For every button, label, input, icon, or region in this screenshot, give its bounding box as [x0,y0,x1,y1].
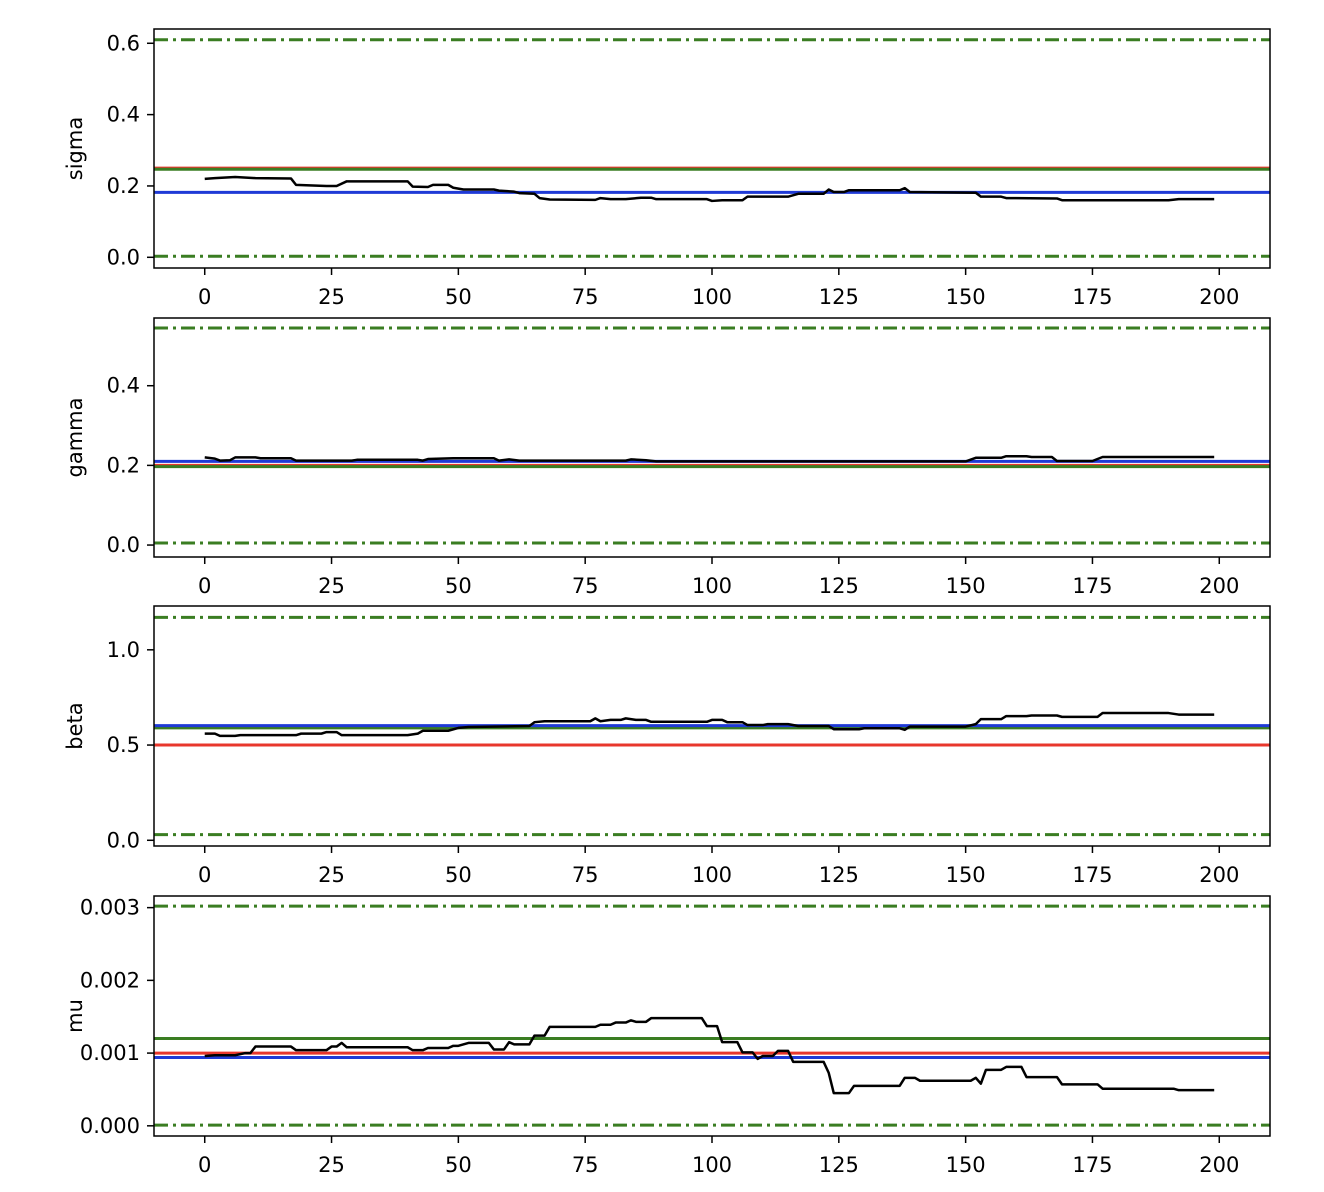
trace-line [204,454,1215,463]
subplot-gamma: 0 25 50 75 100 125 150 175 200 0.0 0.2 0.4 gamma [63,317,1271,598]
x-tick-label: 25 [318,285,345,309]
x-tick-label: 175 [1072,285,1112,309]
y-axis-label: gamma [63,398,87,478]
y-tick-label: 0.2 [107,174,140,198]
x-tick-label: 100 [692,1153,732,1177]
x-tick-label: 150 [946,285,986,309]
x-tick-label: 50 [445,574,472,598]
x-tick-label: 100 [692,574,732,598]
x-tick-label: 200 [1199,285,1239,309]
y-tick-label: 0.002 [80,968,140,992]
x-tick-label: 50 [445,285,472,309]
y-tick-label: 0.0 [107,533,140,557]
x-tick-label: 75 [572,574,599,598]
y-tick-label: 0.0 [107,828,140,852]
axes-frame [153,28,1271,269]
x-tick-label: 75 [572,1153,599,1177]
plot-area [154,904,1270,1127]
x-tick-label: 175 [1072,574,1112,598]
x-tick-label: 125 [819,1153,859,1177]
y-axis-label: beta [63,702,87,749]
x-tick-label: 175 [1072,863,1112,887]
plot-area [154,615,1270,837]
trace-line [204,711,1215,738]
x-tick-label: 175 [1072,1153,1112,1177]
y-tick-label: 0.2 [107,453,140,477]
y-tick-label: 1.0 [107,638,140,662]
axes-frame [153,317,1271,558]
y-axis-label: sigma [63,117,87,180]
y-tick-label: 0.0 [107,245,140,269]
subplot-beta: 0 25 50 75 100 125 150 175 200 0.0 0.5 1.0 beta [63,605,1271,887]
x-tick-label: 125 [819,863,859,887]
trace-line [204,175,1215,203]
subplot-sigma: 0 25 50 75 100 125 150 175 200 0.0 0.2 0.4 0.6 sigma [63,28,1271,309]
y-tick-label: 0.6 [107,31,140,55]
x-tick-label: 150 [946,1153,986,1177]
x-tick-label: 200 [1199,1153,1239,1177]
y-axis-label: mu [63,999,87,1033]
x-tick-label: 25 [318,1153,345,1177]
plot-area [154,38,1270,258]
x-tick-label: 100 [692,285,732,309]
y-tick-label: 0.4 [107,374,140,398]
x-tick-label: 150 [946,863,986,887]
subplot-mu: 0 25 50 75 100 125 150 175 200 0.000 0.001 0.002 0.0… [63,895,1271,1177]
x-tick-label: 0 [198,863,211,887]
x-tick-label: 50 [445,1153,472,1177]
y-tick-label: 0.001 [80,1041,140,1065]
x-tick-label: 100 [692,863,732,887]
x-tick-label: 150 [946,574,986,598]
x-tick-label: 125 [819,285,859,309]
x-tick-label: 0 [198,1153,211,1177]
y-tick-label: 0.003 [80,896,140,920]
x-tick-label: 75 [572,863,599,887]
y-tick-label: 0.4 [107,103,140,127]
x-tick-label: 0 [198,574,211,598]
x-tick-label: 125 [819,574,859,598]
x-tick-label: 0 [198,285,211,309]
y-tick-label: 0.5 [107,733,140,757]
plot-area [154,326,1270,545]
y-tick-label: 0.000 [80,1114,140,1138]
x-tick-label: 200 [1199,863,1239,887]
x-tick-label: 50 [445,863,472,887]
x-tick-label: 200 [1199,574,1239,598]
x-tick-label: 25 [318,863,345,887]
x-tick-label: 25 [318,574,345,598]
trace-line [204,1016,1215,1095]
axes-frame [153,895,1271,1137]
x-tick-label: 75 [572,285,599,309]
